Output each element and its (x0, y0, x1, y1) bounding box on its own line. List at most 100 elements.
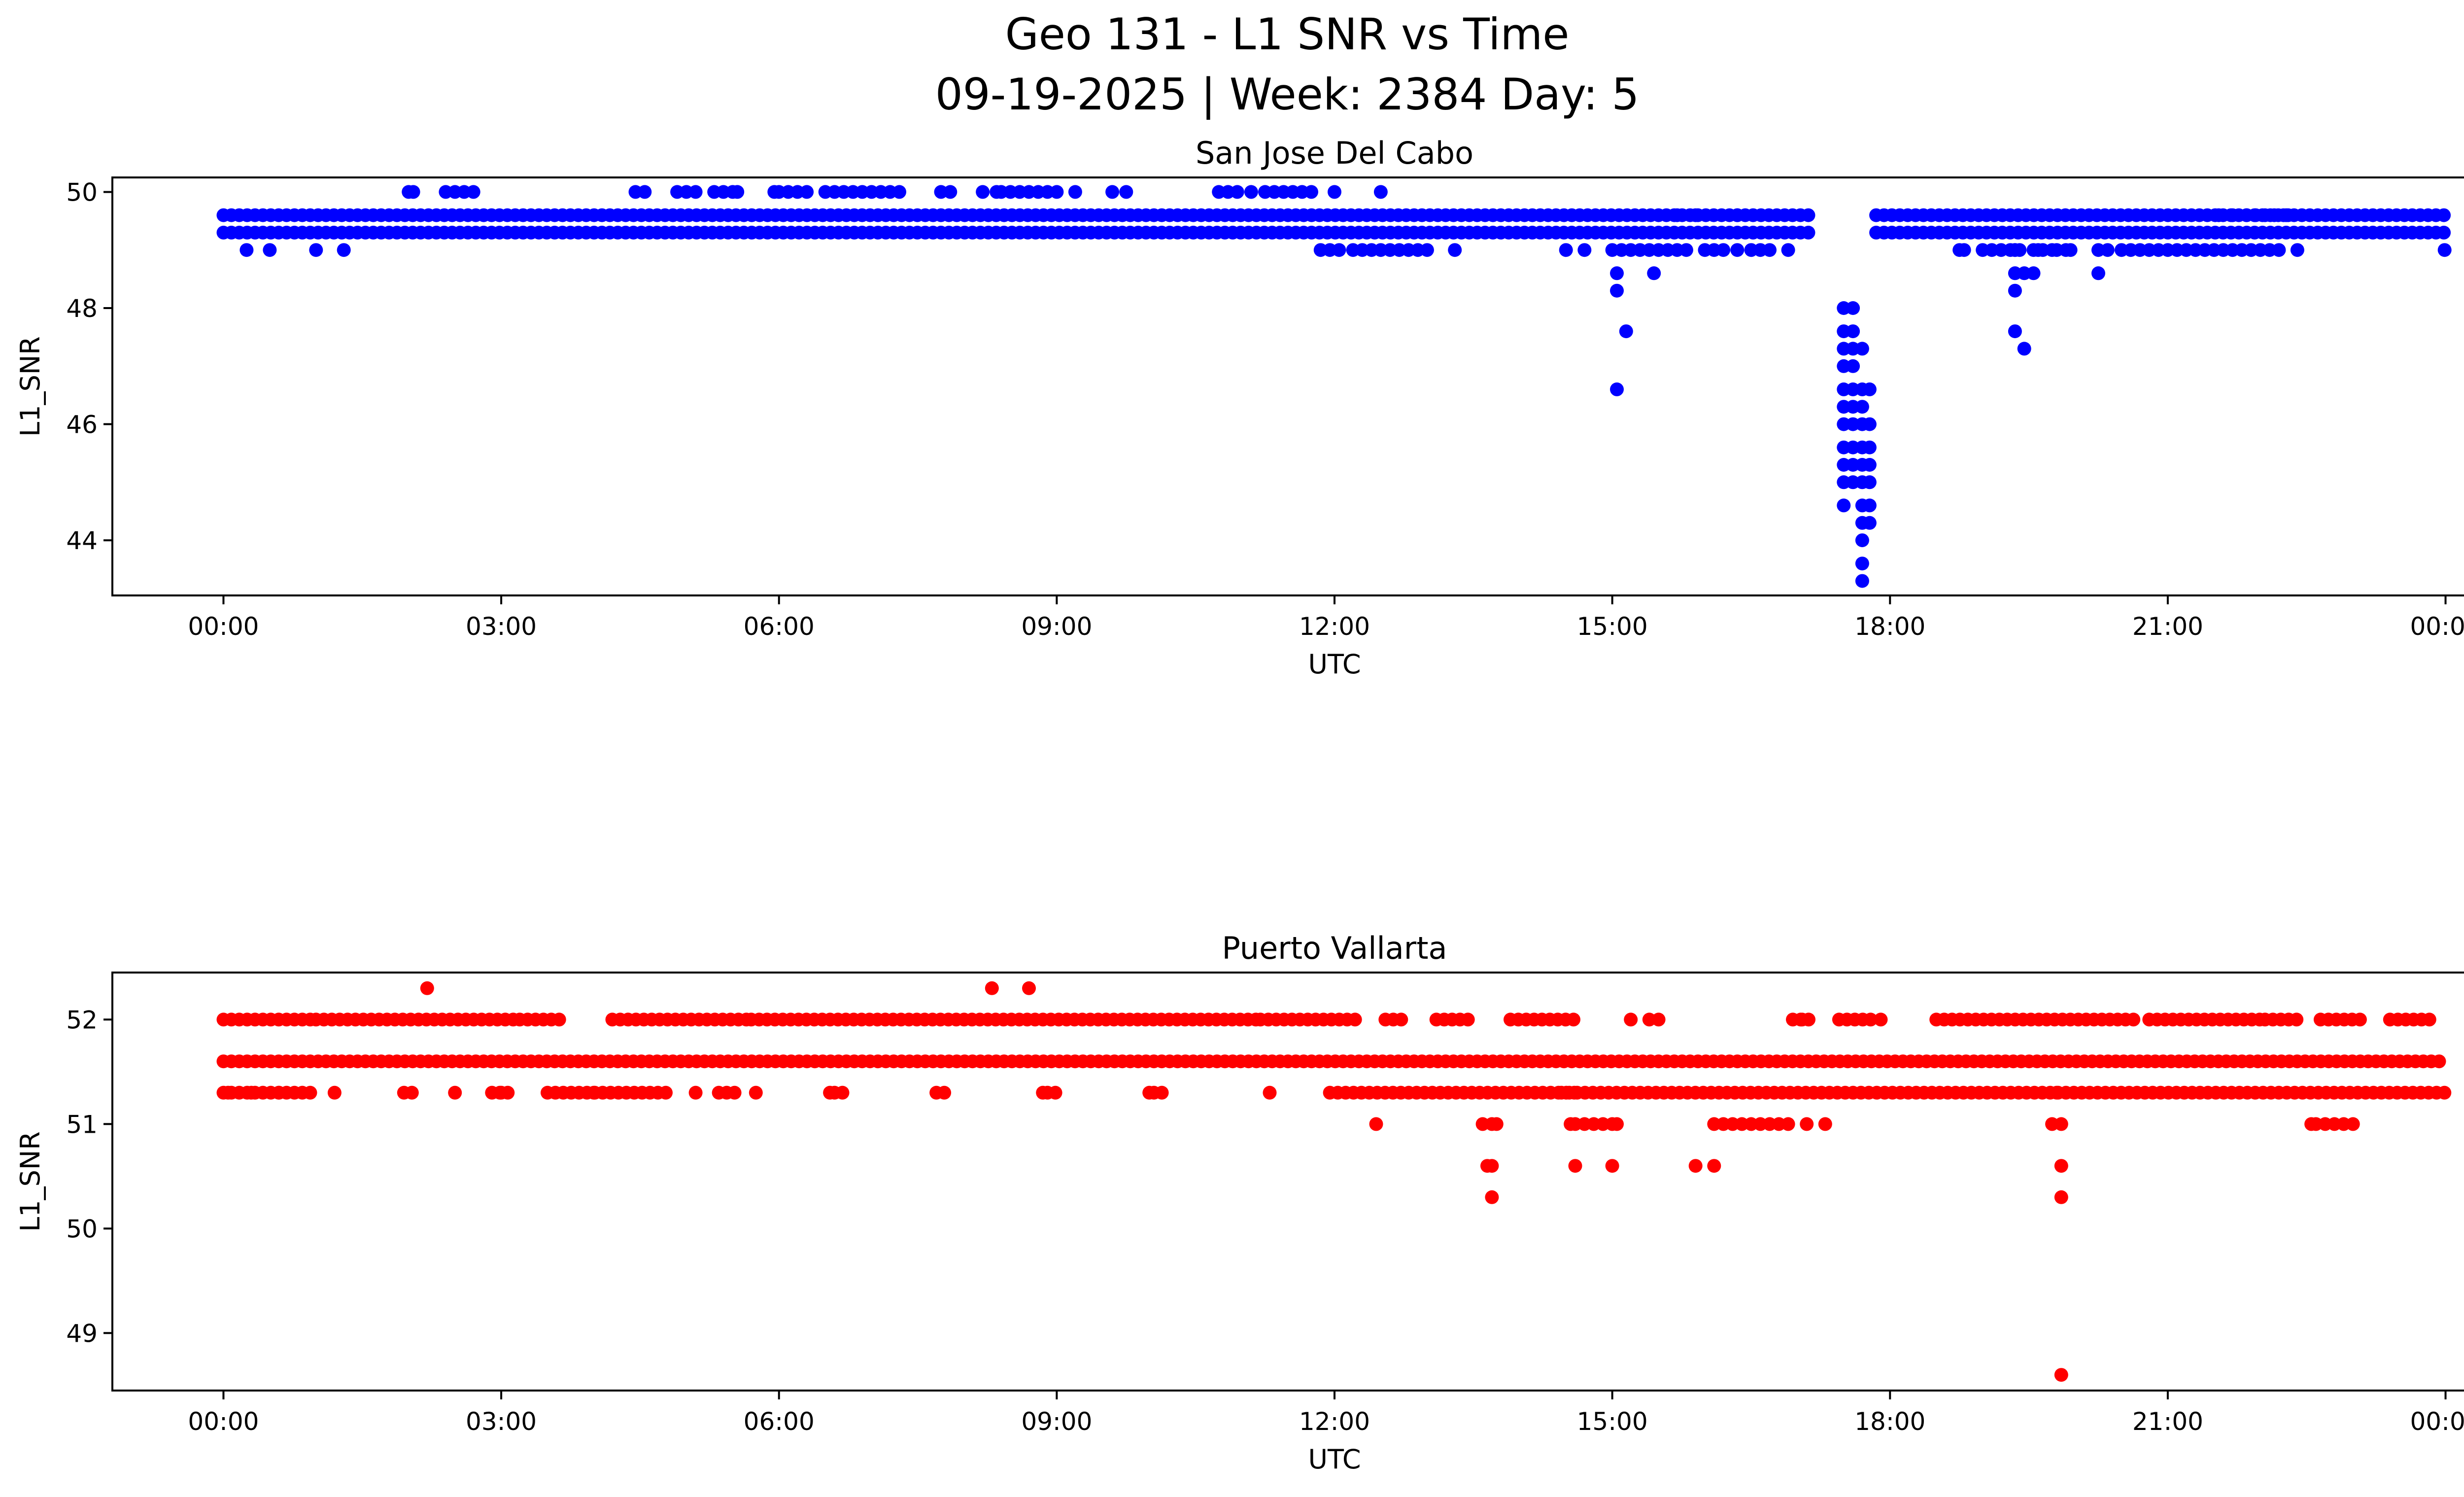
data-point (2008, 243, 2022, 257)
figure-title-line2: 09-19-2025 | Week: 2384 Day: 5 (935, 69, 1640, 120)
y-tick-label: 49 (66, 1319, 98, 1348)
data-point (1863, 1012, 1878, 1027)
data-point (2346, 1117, 2360, 1131)
data-point (1763, 243, 1777, 257)
data-point (943, 185, 958, 199)
data-point (823, 1085, 837, 1100)
x-tick-label: 00:00 (2410, 612, 2464, 641)
x-tick-label: 00:00 (2410, 1407, 2464, 1436)
data-point (976, 185, 990, 199)
x-tick-label: 15:00 (1577, 612, 1648, 641)
data-point (303, 1085, 317, 1100)
data-point (1568, 1159, 1582, 1173)
data-point (1846, 359, 1860, 373)
y-tick-label: 50 (66, 1215, 98, 1243)
data-point (688, 185, 703, 199)
series-points-san-jose-del-cabo (216, 185, 2452, 588)
data-point (466, 185, 480, 199)
x-tick-label: 21:00 (2132, 612, 2203, 641)
data-point (1855, 574, 1869, 588)
y-tick-label: 51 (66, 1110, 98, 1139)
data-point (1679, 243, 1693, 257)
x-tick-label: 21:00 (2132, 1407, 2203, 1436)
data-point (1855, 342, 1869, 356)
data-point (2422, 1012, 2436, 1027)
x-tick-label: 03:00 (466, 612, 537, 641)
subplot-san-jose-del-cabo: San Jose Del Cabo 00:00 03:00 06:00 09:00 12:… (15, 135, 2464, 680)
x-tick-label: 18:00 (1854, 612, 1925, 641)
y-axis-label: L1_SNR (15, 1131, 46, 1232)
data-point (1670, 208, 1684, 222)
data-point (1862, 498, 1877, 513)
data-point (263, 243, 277, 257)
data-point (1801, 225, 1815, 240)
data-point (2050, 1085, 2064, 1100)
x-tick-label: 03:00 (466, 1407, 537, 1436)
data-point (1610, 283, 1624, 298)
data-point (1559, 243, 1573, 257)
data-point (2063, 243, 2078, 257)
data-point (2272, 243, 2286, 257)
x-tick-label: 18:00 (1854, 1407, 1925, 1436)
data-point (1489, 1117, 1504, 1131)
data-point (1119, 185, 1133, 199)
data-point (337, 243, 351, 257)
data-point (800, 185, 814, 199)
data-point (1862, 516, 1877, 530)
data-point (1855, 557, 1869, 571)
data-point (2091, 266, 2105, 280)
data-point (2008, 283, 2022, 298)
data-point (1420, 243, 1434, 257)
data-point (892, 185, 906, 199)
data-point (2290, 243, 2304, 257)
data-point (638, 185, 652, 199)
subplot-title-san-jose-del-cabo: San Jose Del Cabo (1196, 135, 1473, 171)
data-point (2026, 266, 2041, 280)
data-point (1730, 243, 1745, 257)
data-point (1862, 440, 1877, 454)
data-point (2100, 243, 2115, 257)
y-tick-label: 44 (66, 526, 98, 555)
data-point (1610, 1117, 1624, 1131)
x-tick-label: 06:00 (744, 1407, 815, 1436)
data-point (985, 981, 999, 995)
x-tick-label: 09:00 (1021, 1407, 1092, 1436)
x-tick-label: 09:00 (1021, 612, 1092, 641)
y-axis-label: L1_SNR (15, 336, 46, 437)
data-point (2054, 1368, 2068, 1382)
data-point (1707, 1159, 1721, 1173)
data-point (1068, 185, 1082, 199)
data-point (835, 1085, 850, 1100)
data-point (1801, 208, 1815, 222)
data-point (2212, 208, 2226, 222)
x-axis-label: UTC (1308, 649, 1361, 680)
data-point (2353, 1012, 2367, 1027)
data-point (1485, 1190, 1499, 1204)
data-point (2432, 1054, 2446, 1069)
x-tick-label: 00:00 (188, 612, 259, 641)
data-point (1244, 185, 1258, 199)
data-point (659, 1085, 673, 1100)
x-axis-label: UTC (1308, 1444, 1361, 1475)
x-tick-label: 12:00 (1299, 612, 1370, 641)
data-point (2008, 324, 2022, 339)
data-point (1048, 1085, 1062, 1100)
data-point (1373, 185, 1388, 199)
data-point (272, 1085, 286, 1100)
data-point (2437, 208, 2451, 222)
y-tick-label: 52 (66, 1006, 98, 1034)
data-point (1716, 243, 1731, 257)
data-point (1874, 1012, 1888, 1027)
data-point (1624, 1012, 1638, 1027)
data-point (2126, 1012, 2141, 1027)
data-point (1730, 208, 1745, 222)
figure-title-line1: Geo 131 - L1 SNR vs Time (1005, 9, 1570, 60)
data-point (1846, 324, 1860, 339)
x-tick-label: 06:00 (744, 612, 815, 641)
data-point (1304, 185, 1318, 199)
data-point (1651, 1012, 1666, 1027)
data-point (1448, 243, 1462, 257)
